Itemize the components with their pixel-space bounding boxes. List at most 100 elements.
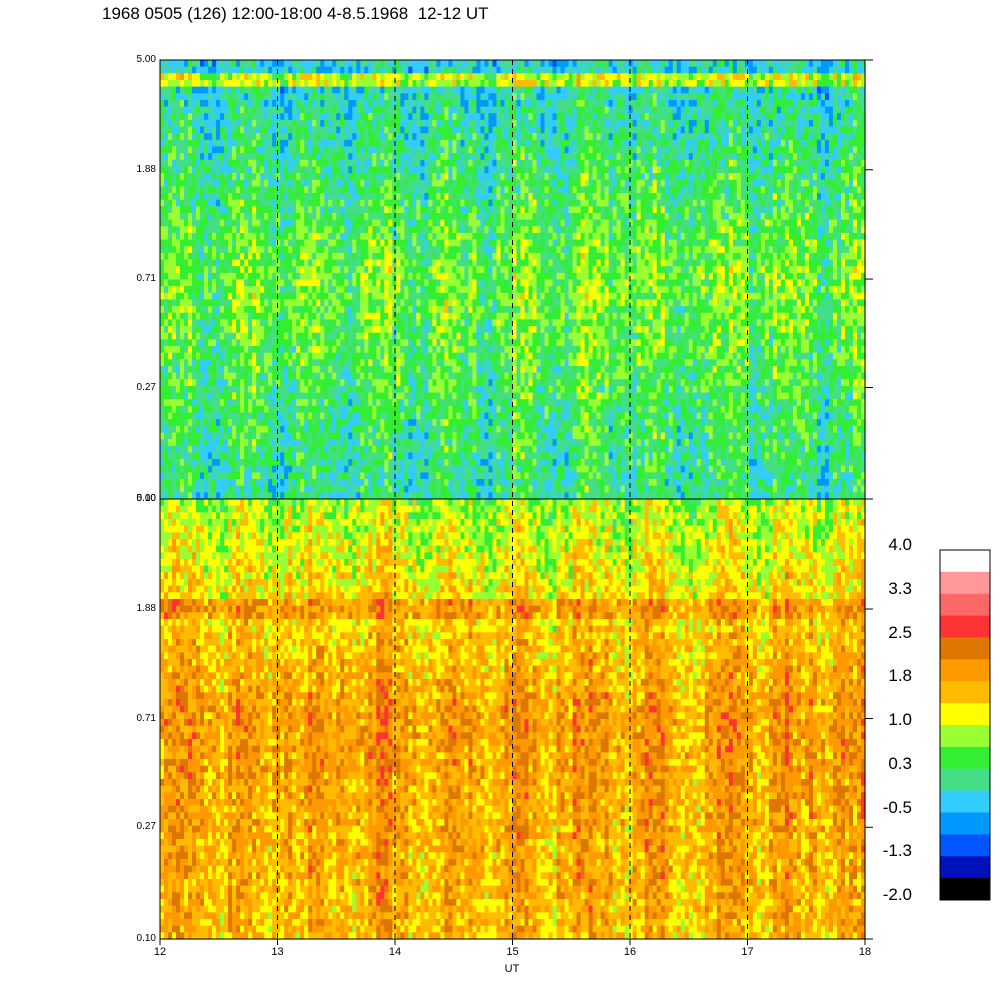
- heatmap-cell: [208, 459, 213, 467]
- heatmap-cell: [460, 346, 466, 354]
- heatmap-cell: [204, 79, 209, 88]
- heatmap-cell: [268, 479, 273, 487]
- heatmap-cell: [316, 279, 321, 287]
- heatmap-cell: [164, 146, 169, 154]
- heatmap-cell: [416, 199, 421, 207]
- heatmap-cell: [252, 252, 257, 261]
- heatmap-cell: [260, 252, 265, 261]
- heatmap-cell: [208, 379, 213, 387]
- heatmap-cell: [440, 73, 446, 81]
- heatmap-cell: [460, 299, 466, 307]
- heatmap-cell: [372, 445, 377, 454]
- heatmap-cell: [300, 479, 305, 487]
- heatmap-cell: [368, 246, 373, 254]
- heatmap-cell: [180, 266, 185, 274]
- heatmap-cell: [404, 352, 409, 360]
- heatmap-cell: [412, 153, 417, 161]
- heatmap-cell: [296, 99, 301, 108]
- heatmap-cell: [360, 206, 365, 214]
- heatmap-cell: [272, 292, 277, 301]
- heatmap-cell: [276, 219, 281, 227]
- heatmap-cell: [428, 146, 433, 154]
- heatmap-cell: [268, 159, 273, 168]
- heatmap-cell: [216, 246, 221, 254]
- heatmap-cell: [228, 66, 233, 74]
- heatmap-cell: [408, 352, 413, 360]
- heatmap-cell: [424, 425, 429, 434]
- heatmap-cell: [244, 385, 249, 394]
- heatmap-cell: [360, 459, 365, 467]
- heatmap-cell: [428, 346, 433, 354]
- heatmap-cell: [348, 372, 353, 380]
- heatmap-cell: [396, 252, 401, 261]
- heatmap-cell: [256, 186, 261, 194]
- heatmap-cell: [160, 99, 165, 108]
- heatmap-cell: [412, 266, 417, 274]
- heatmap-cell: [368, 252, 373, 261]
- heatmap-cell: [368, 93, 373, 101]
- heatmap-cell: [284, 252, 289, 261]
- heatmap-cell: [356, 286, 361, 294]
- heatmap-cell: [260, 286, 265, 294]
- heatmap-cell: [276, 206, 281, 214]
- heatmap-cell: [196, 146, 201, 154]
- heatmap-cell: [216, 465, 221, 473]
- heatmap-cell: [168, 372, 173, 380]
- heatmap-cell: [216, 73, 221, 81]
- heatmap-cell: [224, 352, 229, 360]
- heatmap-cell: [348, 492, 353, 500]
- heatmap-cell: [240, 306, 245, 314]
- heatmap-cell: [368, 485, 373, 493]
- heatmap-cell: [196, 173, 201, 181]
- heatmap-cell: [360, 365, 365, 374]
- heatmap-cell: [428, 372, 433, 380]
- heatmap-cell: [444, 239, 450, 247]
- heatmap-cell: [412, 346, 417, 354]
- heatmap-cell: [376, 479, 381, 487]
- heatmap-cell: [460, 193, 466, 201]
- heatmap-cell: [360, 479, 365, 487]
- heatmap-cell: [236, 206, 241, 214]
- heatmap-cell: [368, 392, 373, 400]
- heatmap-cell: [328, 232, 333, 241]
- heatmap-cell: [192, 86, 197, 94]
- heatmap-cell: [336, 133, 341, 141]
- heatmap-cell: [208, 385, 213, 394]
- heatmap-cell: [392, 126, 397, 134]
- heatmap-cell: [440, 332, 446, 340]
- heatmap-cell: [400, 246, 405, 254]
- heatmap-cell: [356, 193, 361, 201]
- heatmap-cell: [360, 99, 365, 108]
- heatmap-cell: [200, 419, 205, 427]
- heatmap-cell: [344, 99, 349, 108]
- heatmap-cell: [180, 246, 185, 254]
- heatmap-cell: [168, 166, 173, 174]
- heatmap-cell: [176, 425, 181, 434]
- heatmap-cell: [452, 379, 458, 387]
- heatmap-cell: [404, 472, 409, 480]
- heatmap-cell: [240, 425, 245, 434]
- heatmap-cell: [184, 485, 189, 493]
- heatmap-cell: [416, 73, 421, 81]
- heatmap-cell: [248, 79, 253, 88]
- heatmap-cell: [208, 219, 213, 227]
- heatmap-cell: [296, 405, 301, 414]
- heatmap-cell: [412, 412, 417, 420]
- heatmap-cell: [420, 73, 425, 81]
- heatmap-cell: [260, 472, 265, 480]
- heatmap-cell: [288, 465, 293, 473]
- heatmap-cell: [388, 459, 393, 467]
- heatmap-cell: [160, 286, 165, 294]
- heatmap-cell: [180, 372, 185, 380]
- heatmap-cell: [344, 445, 349, 454]
- heatmap-cell: [316, 439, 321, 447]
- heatmap-cell: [240, 352, 245, 360]
- heatmap-cell: [228, 279, 233, 287]
- heatmap-cell: [248, 432, 253, 440]
- heatmap-cell: [436, 73, 441, 81]
- heatmap-cell: [180, 419, 185, 427]
- heatmap-cell: [208, 212, 213, 221]
- heatmap-cell: [280, 465, 285, 473]
- heatmap-cell: [332, 385, 337, 394]
- heatmap-cell: [180, 193, 185, 201]
